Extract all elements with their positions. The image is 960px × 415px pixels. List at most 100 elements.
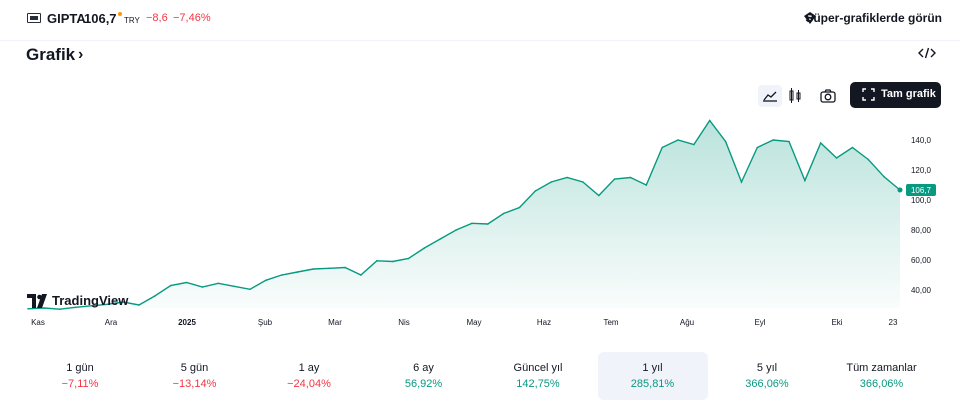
- price-point: [471, 222, 473, 225]
- snapshot-button[interactable]: [816, 85, 840, 107]
- period-tab[interactable]: 5 gün −13,14%: [140, 352, 250, 400]
- price-point: [598, 194, 600, 197]
- camera-icon: [820, 89, 836, 103]
- period-tab-change: 366,06%: [745, 378, 789, 390]
- x-tick-label: 23: [889, 318, 898, 327]
- tradingview-watermark: TradingView: [52, 293, 129, 308]
- price-point: [867, 158, 870, 161]
- price-point: [439, 238, 442, 240]
- price-point: [122, 301, 124, 303]
- price-area-fill: [28, 120, 900, 310]
- tradingview-logo-icon: [27, 294, 47, 308]
- period-tab-change: 366,06%: [859, 378, 904, 390]
- price-point: [677, 139, 679, 141]
- period-tab-label: 1 gün: [66, 362, 94, 374]
- price-point: [550, 181, 552, 183]
- price-point: [788, 140, 790, 143]
- period-tabs: 1 gün −7,11% 5 gün −13,14% 1 ay −24,04% 6 ay 56…: [25, 352, 935, 400]
- period-tab-label: 5 gün: [180, 362, 209, 374]
- period-tab-change: 285,81%: [630, 378, 675, 390]
- price-point: [724, 140, 727, 143]
- price-point: [819, 142, 822, 144]
- period-tab[interactable]: 6 ay 56,92%: [369, 352, 479, 400]
- price-point: [804, 179, 806, 182]
- price-point: [645, 184, 648, 186]
- price-point: [43, 307, 45, 309]
- supercharts-link[interactable]: Süper-grafiklerde görün: [805, 11, 942, 25]
- price-point: [518, 206, 521, 209]
- price-point: [772, 139, 774, 141]
- period-tab-change: −7,11%: [61, 378, 99, 390]
- x-tick-label: Eki: [831, 318, 842, 327]
- exchange-flag-icon: [27, 13, 41, 23]
- price-point: [693, 143, 695, 146]
- period-tab-label: Güncel yıl: [513, 362, 563, 374]
- price-point: [360, 274, 362, 276]
- period-tab-label: Tüm zamanlar: [846, 362, 917, 374]
- price-point: [883, 176, 885, 178]
- price-line: [27, 119, 901, 310]
- y-tick-label: 120,0: [911, 166, 932, 175]
- price-point: [423, 247, 426, 249]
- chevron-right-icon[interactable]: ›: [78, 46, 84, 63]
- period-tab[interactable]: Güncel yıl 142,75%: [483, 352, 593, 400]
- section-title[interactable]: Grafik: [26, 45, 76, 64]
- x-tick-label: Haz: [537, 318, 551, 327]
- candlestick-chart-button[interactable]: [783, 85, 807, 107]
- price-point: [265, 279, 267, 282]
- period-tab[interactable]: 1 ay −24,04%: [254, 352, 364, 400]
- x-tick-label: Ara: [105, 318, 118, 327]
- price-point: [851, 146, 854, 149]
- price-point: [835, 157, 838, 159]
- period-tab-change: −13,14%: [172, 378, 217, 390]
- embed-code-icon[interactable]: [918, 46, 936, 60]
- period-tab[interactable]: 5 yıl 366,06%: [712, 352, 822, 400]
- price-point: [582, 181, 584, 183]
- price-point: [154, 295, 156, 297]
- last-price-marker: [897, 187, 903, 193]
- price-chart[interactable]: 40,00 60,00 80,00 100,0 120,0 140,0 106,7 Kas A…: [0, 110, 960, 332]
- price-point: [487, 223, 489, 225]
- price-point: [344, 266, 346, 269]
- price-point: [708, 119, 711, 122]
- price-point: [661, 146, 663, 149]
- price-point: [613, 178, 616, 180]
- period-tab[interactable]: 1 gün −7,11%: [25, 352, 135, 400]
- period-tab-label: 5 yıl: [756, 362, 778, 374]
- price-change-percent: −7,46%: [173, 12, 211, 24]
- period-tab-label: 1 ay: [298, 362, 320, 374]
- price-point: [217, 282, 220, 285]
- period-tab-change: 142,75%: [516, 378, 560, 390]
- last-price-label: 106,7: [911, 186, 932, 195]
- period-tab[interactable]: Tüm zamanlar 366,06%: [827, 352, 937, 400]
- period-tab-change: 56,92%: [404, 378, 443, 390]
- full-chart-label: Tam grafik: [881, 88, 936, 100]
- price-point: [185, 281, 188, 284]
- area-chart-button[interactable]: [758, 85, 782, 107]
- x-tick-label: Tem: [603, 318, 618, 327]
- price-point: [455, 229, 457, 231]
- x-tick-label: Mar: [328, 318, 342, 327]
- full-chart-button[interactable]: Tam grafik: [850, 82, 941, 108]
- price-point: [328, 267, 331, 270]
- x-tick-label: Ağu: [680, 318, 694, 327]
- price-point: [391, 260, 394, 263]
- y-tick-label: 140,0: [911, 136, 932, 145]
- price-point: [138, 304, 140, 306]
- fullscreen-icon: [862, 88, 875, 101]
- period-tab-label: 1 yıl: [642, 362, 663, 374]
- symbol-name[interactable]: GIPTA: [47, 11, 86, 26]
- price-point: [407, 257, 410, 260]
- candlestick-icon: [789, 88, 801, 103]
- period-tab[interactable]: 1 yıl 285,81%: [597, 352, 708, 400]
- price-point: [502, 212, 505, 215]
- supercharts-icon[interactable]: [803, 11, 817, 25]
- price-point: [740, 181, 743, 183]
- top-bar: GIPTA 106,7 TRY −8,6 −7,46% Süper-grafik…: [0, 0, 960, 41]
- x-tick-label: Eyl: [754, 318, 765, 327]
- x-tick-label: Şub: [258, 318, 273, 327]
- price-point: [201, 286, 204, 288]
- price-point: [90, 305, 93, 307]
- last-price-badge: [906, 184, 936, 196]
- period-tab-label: 6 ay: [413, 362, 434, 374]
